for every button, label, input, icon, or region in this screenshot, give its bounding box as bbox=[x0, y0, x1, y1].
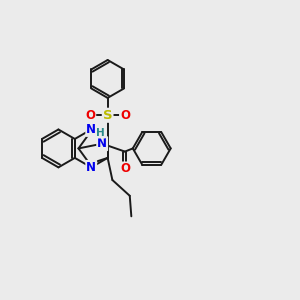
Text: H: H bbox=[96, 128, 105, 138]
Text: O: O bbox=[120, 109, 130, 122]
Text: O: O bbox=[85, 109, 95, 122]
Text: S: S bbox=[103, 109, 112, 122]
Text: O: O bbox=[120, 162, 130, 176]
Text: N: N bbox=[86, 161, 96, 174]
Text: N: N bbox=[97, 137, 107, 150]
Text: N: N bbox=[86, 123, 96, 136]
